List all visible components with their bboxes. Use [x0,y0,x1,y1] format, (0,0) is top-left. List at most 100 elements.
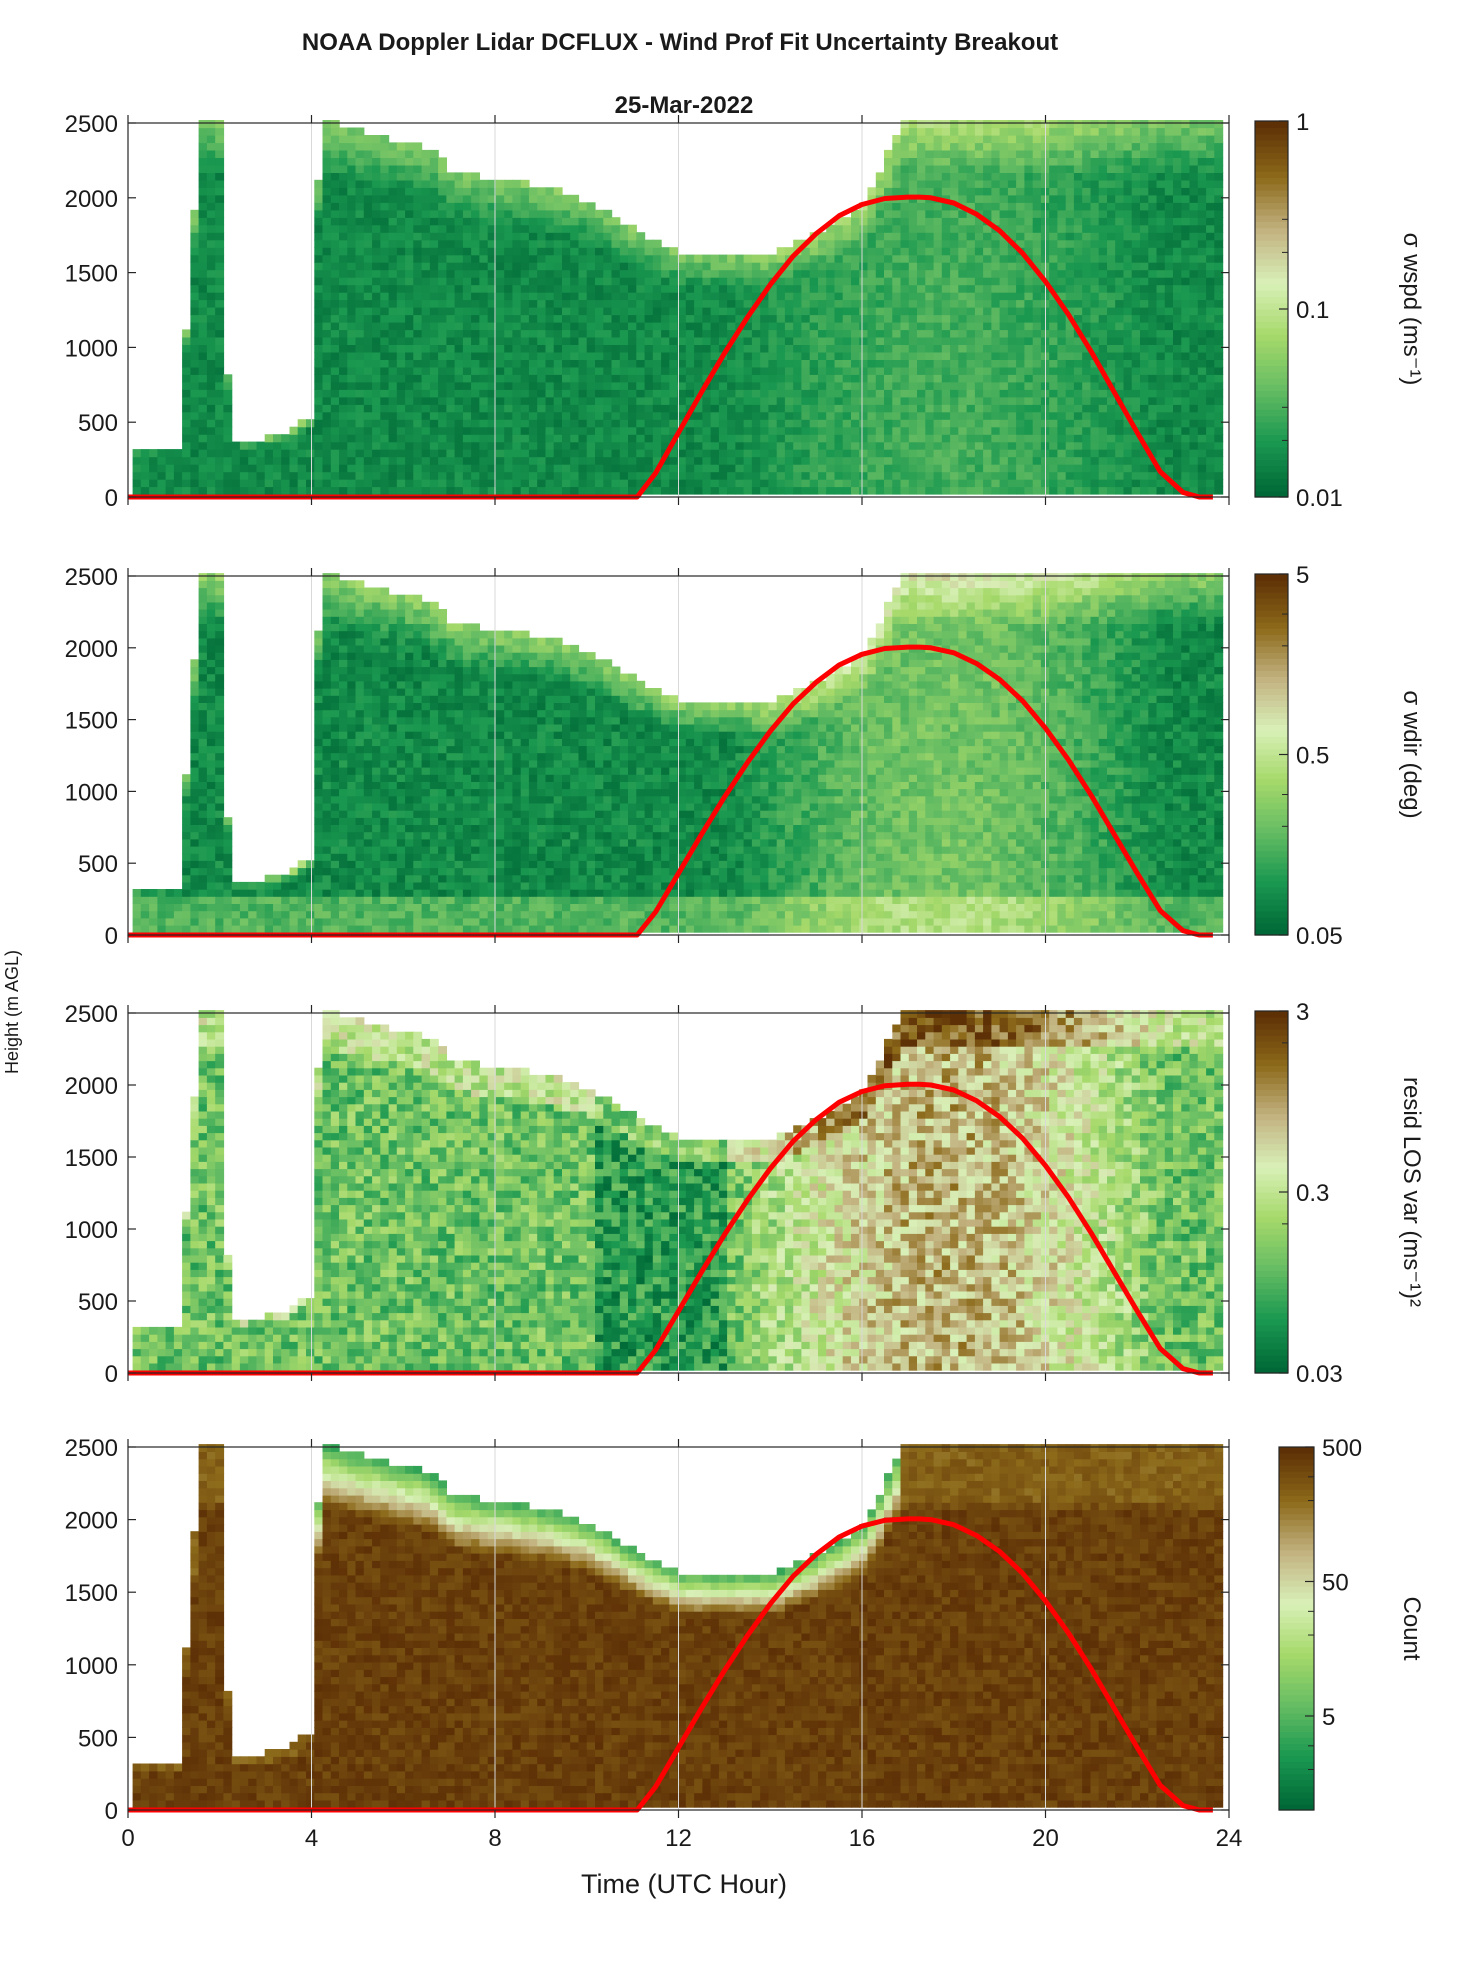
heatmap-cell [363,224,373,233]
heatmap-cell [619,329,629,338]
heatmap-cell [958,179,968,188]
heatmap-cell [206,194,216,203]
heatmap-cell [743,299,753,308]
heatmap-cell [784,434,794,443]
heatmap-cell [297,449,307,458]
heatmap-cell [479,209,489,218]
heatmap-cell [413,142,423,151]
heatmap-cell [892,247,902,256]
heatmap-cell [595,359,604,368]
heatmap-cell [867,314,877,323]
heatmap-cell [603,351,613,360]
heatmap-cell [1049,374,1059,383]
heatmap-cell [206,404,216,413]
heatmap-cell [578,224,588,233]
heatmap-cell [958,351,968,360]
heatmap-cell [504,224,514,233]
heatmap-cell [851,277,860,286]
heatmap-cell [851,404,860,413]
heatmap-cell [611,389,621,398]
heatmap-cell [1057,307,1067,316]
heatmap-cell [851,262,860,271]
heatmap-cell [1197,336,1207,345]
heatmap-cell [537,194,547,203]
heatmap-cell [974,307,984,316]
heatmap-cell [413,277,423,286]
heatmap-cell [322,284,332,293]
heatmap-cell [677,479,687,488]
heatmap-cell [322,314,332,323]
heatmap-cell [1082,164,1092,173]
heatmap-cell [776,307,786,316]
heatmap-cell [1173,239,1182,248]
heatmap-cell [454,277,464,286]
heatmap-cell [1173,314,1182,323]
heatmap-cell [644,351,654,360]
heatmap-cell [999,396,1009,405]
heatmap-cell [520,389,530,398]
heatmap-cell [140,456,150,465]
heatmap-cell [974,464,984,473]
heatmap-cell [438,464,447,473]
heatmap-cell [363,307,373,316]
heatmap-cell [1032,366,1042,375]
heatmap-cell [661,464,670,473]
heatmap-cell [173,486,183,495]
heatmap-cell [1098,322,1108,331]
heatmap-cell [1032,419,1042,428]
heatmap-cell [495,277,505,286]
heatmap-cell [892,404,902,413]
heatmap-cell [974,164,984,173]
heatmap-cell [413,314,423,323]
heatmap-cell [396,202,406,211]
heatmap-cell [735,284,745,293]
heatmap-cell [454,411,464,420]
heatmap-cell [900,277,910,286]
heatmap-cell [1007,292,1017,301]
heatmap-cell [842,396,852,405]
heatmap-cell [768,389,778,398]
heatmap-cell [528,396,538,405]
heatmap-cell [223,441,233,450]
heatmap-cell [1049,396,1059,405]
heatmap-cell [999,322,1009,331]
heatmap-cell [198,202,208,211]
heatmap-cell [1090,381,1100,390]
heatmap-cell [330,149,340,158]
heatmap-cell [917,441,926,450]
heatmap-cell [1065,142,1075,151]
heatmap-cell [372,307,381,316]
heatmap-cell [206,209,216,218]
heatmap-cell [446,336,456,345]
heatmap-cell [702,471,712,480]
heatmap-cell [611,434,621,443]
heatmap-cell [396,426,406,435]
heatmap-cell [933,441,943,450]
heatmap-cell [537,254,547,263]
heatmap-cell [388,434,398,443]
heatmap-cell [818,336,827,345]
heatmap-cell [553,336,563,345]
heatmap-cell [718,329,728,338]
heatmap-cell [198,247,208,256]
heatmap-cell [537,404,547,413]
heatmap-cell [405,471,414,480]
heatmap-cell [1098,187,1108,196]
heatmap-cell [339,202,348,211]
heatmap-cell [1073,336,1083,345]
heatmap-cell [1098,217,1108,226]
heatmap-cell [892,299,902,308]
heatmap-cell [834,217,844,226]
heatmap-cell [273,441,282,450]
heatmap-cell [429,277,439,286]
heatmap-cell [372,344,381,353]
heatmap-cell [429,217,439,226]
heatmap-cell [1115,202,1125,211]
heatmap-cell [528,434,538,443]
heatmap-cell [851,374,860,383]
heatmap-cell [1065,120,1075,129]
heatmap-cell [1032,292,1042,301]
heatmap-cell [603,314,613,323]
heatmap-cell [958,135,968,144]
heatmap-cell [1148,471,1158,480]
